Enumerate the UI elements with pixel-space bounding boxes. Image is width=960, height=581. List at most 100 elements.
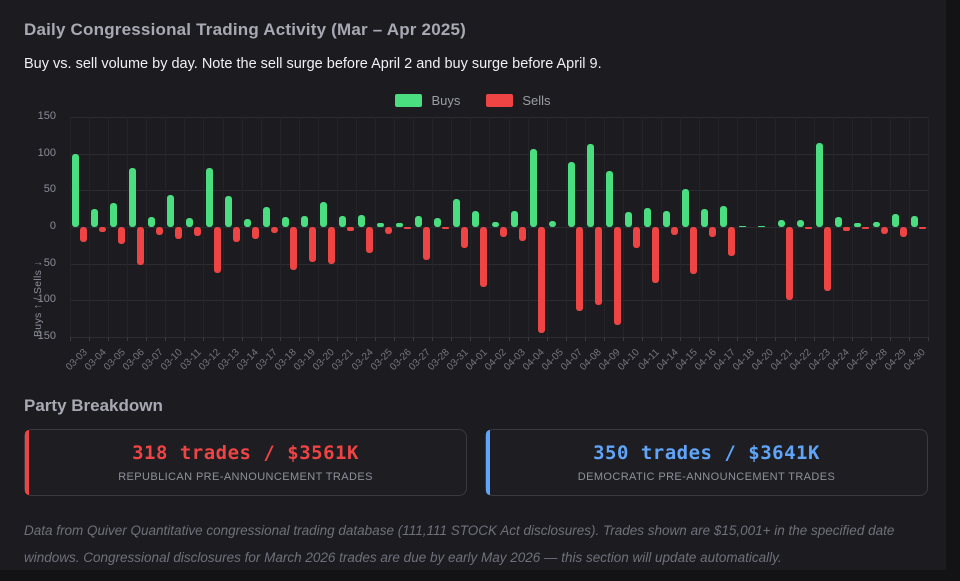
buy-bar — [567, 162, 575, 227]
x-tick-mark — [432, 337, 434, 341]
v-gridline — [165, 117, 167, 337]
buy-bar — [281, 216, 289, 227]
sell-bar — [213, 227, 221, 274]
v-gridline — [298, 117, 300, 337]
buy-bar — [224, 196, 232, 227]
x-tick-mark — [775, 337, 777, 341]
buy-bar — [262, 207, 270, 227]
v-gridline — [470, 117, 472, 337]
x-tick-mark — [375, 337, 377, 341]
v-gridline — [222, 117, 224, 337]
buy-bar — [377, 222, 385, 227]
sell-bar — [327, 227, 335, 264]
buy-bar — [91, 209, 99, 227]
legend-label-buys: Buys — [431, 93, 461, 108]
sell-bar — [785, 227, 793, 300]
democratic-trades-label: DEMOCRATIC PRE-ANNOUNCEMENT TRADES — [577, 471, 836, 483]
buy-bar — [815, 142, 823, 227]
y-tick-label: 50 — [43, 183, 56, 196]
v-gridline — [108, 117, 110, 337]
v-gridline — [928, 117, 929, 337]
v-gridline — [127, 117, 129, 337]
republican-trades-card: 318 trades / $3561K REPUBLICAN PRE-ANNOU… — [24, 429, 467, 496]
buy-bar — [758, 225, 766, 227]
x-tick-mark — [851, 337, 853, 341]
buy-bar — [853, 223, 861, 227]
v-gridline — [146, 117, 148, 337]
x-tick-mark — [737, 337, 739, 341]
y-tick-label: 0 — [49, 220, 56, 232]
buy-bar — [415, 216, 423, 227]
x-tick-mark — [127, 337, 129, 341]
buy-bar — [796, 219, 804, 227]
v-gridline — [70, 117, 71, 337]
x-tick-mark — [70, 337, 71, 341]
sell-bar — [404, 227, 412, 229]
h-gridline — [70, 337, 928, 338]
x-tick-mark — [813, 337, 815, 341]
v-gridline — [413, 117, 415, 337]
sell-bar — [442, 227, 450, 229]
v-gridline — [622, 117, 624, 337]
buy-bar — [663, 210, 671, 227]
v-gridline — [870, 117, 872, 337]
buy-bar — [872, 221, 880, 227]
buy-bar — [129, 167, 137, 227]
buy-bar — [148, 216, 156, 227]
sell-bar — [880, 227, 888, 235]
v-gridline — [546, 117, 548, 337]
v-gridline — [375, 117, 377, 337]
buy-bar — [300, 216, 308, 227]
x-tick-mark — [260, 337, 262, 341]
x-tick-mark — [928, 337, 929, 341]
sell-bar — [899, 227, 907, 238]
sell-bar — [918, 227, 926, 230]
v-gridline — [756, 117, 758, 337]
sells-swatch-icon — [486, 94, 514, 107]
republican-trades-label: REPUBLICAN PRE-ANNOUNCEMENT TRADES — [118, 471, 373, 483]
buy-bar — [472, 210, 480, 227]
sell-bar — [861, 227, 869, 229]
v-gridline — [718, 117, 720, 337]
x-tick-mark — [146, 337, 148, 341]
republican-accent-bar — [25, 430, 29, 495]
v-gridline — [203, 117, 205, 337]
legend-item-sells: Sells — [486, 93, 551, 108]
buy-bar — [834, 217, 842, 227]
h-gridline — [70, 300, 928, 302]
h-gridline — [70, 153, 928, 155]
sell-bar — [709, 227, 717, 237]
sell-bar — [423, 227, 431, 260]
v-gridline — [508, 117, 510, 337]
buy-bar — [396, 223, 404, 227]
legend-item-buys: Buys — [395, 93, 460, 108]
dashboard-panel: Daily Congressional Trading Activity (Ma… — [24, 20, 929, 565]
buy-bar — [491, 221, 499, 227]
y-tick-label: 50 — [43, 256, 56, 269]
buy-bar — [720, 206, 728, 227]
page-title: Daily Congressional Trading Activity (Ma… — [24, 20, 467, 39]
v-gridline — [489, 117, 491, 337]
sell-bar — [575, 227, 583, 312]
x-tick-mark — [527, 337, 529, 341]
v-gridline — [260, 117, 262, 337]
v-gridline — [813, 117, 815, 337]
x-tick-mark — [165, 337, 167, 341]
v-gridline — [279, 117, 281, 337]
v-gridline — [680, 117, 682, 337]
x-tick-mark — [108, 337, 110, 341]
sell-bar — [690, 227, 698, 274]
x-tick-mark — [699, 337, 701, 341]
buy-bar — [644, 207, 652, 227]
chart-subtitle: Buy vs. sell volume by day. Note the sel… — [24, 56, 602, 72]
buy-bar — [910, 216, 918, 227]
sell-bar — [671, 227, 679, 236]
sell-bar — [156, 227, 164, 236]
buy-bar — [434, 218, 442, 227]
legend-label-sells: Sells — [522, 93, 551, 108]
buy-bar — [72, 153, 80, 227]
x-tick-mark — [279, 337, 281, 341]
footer-note: Data from Quiver Quantitative congressio… — [24, 523, 895, 565]
x-tick-mark — [317, 337, 319, 341]
buy-bar — [891, 213, 899, 227]
